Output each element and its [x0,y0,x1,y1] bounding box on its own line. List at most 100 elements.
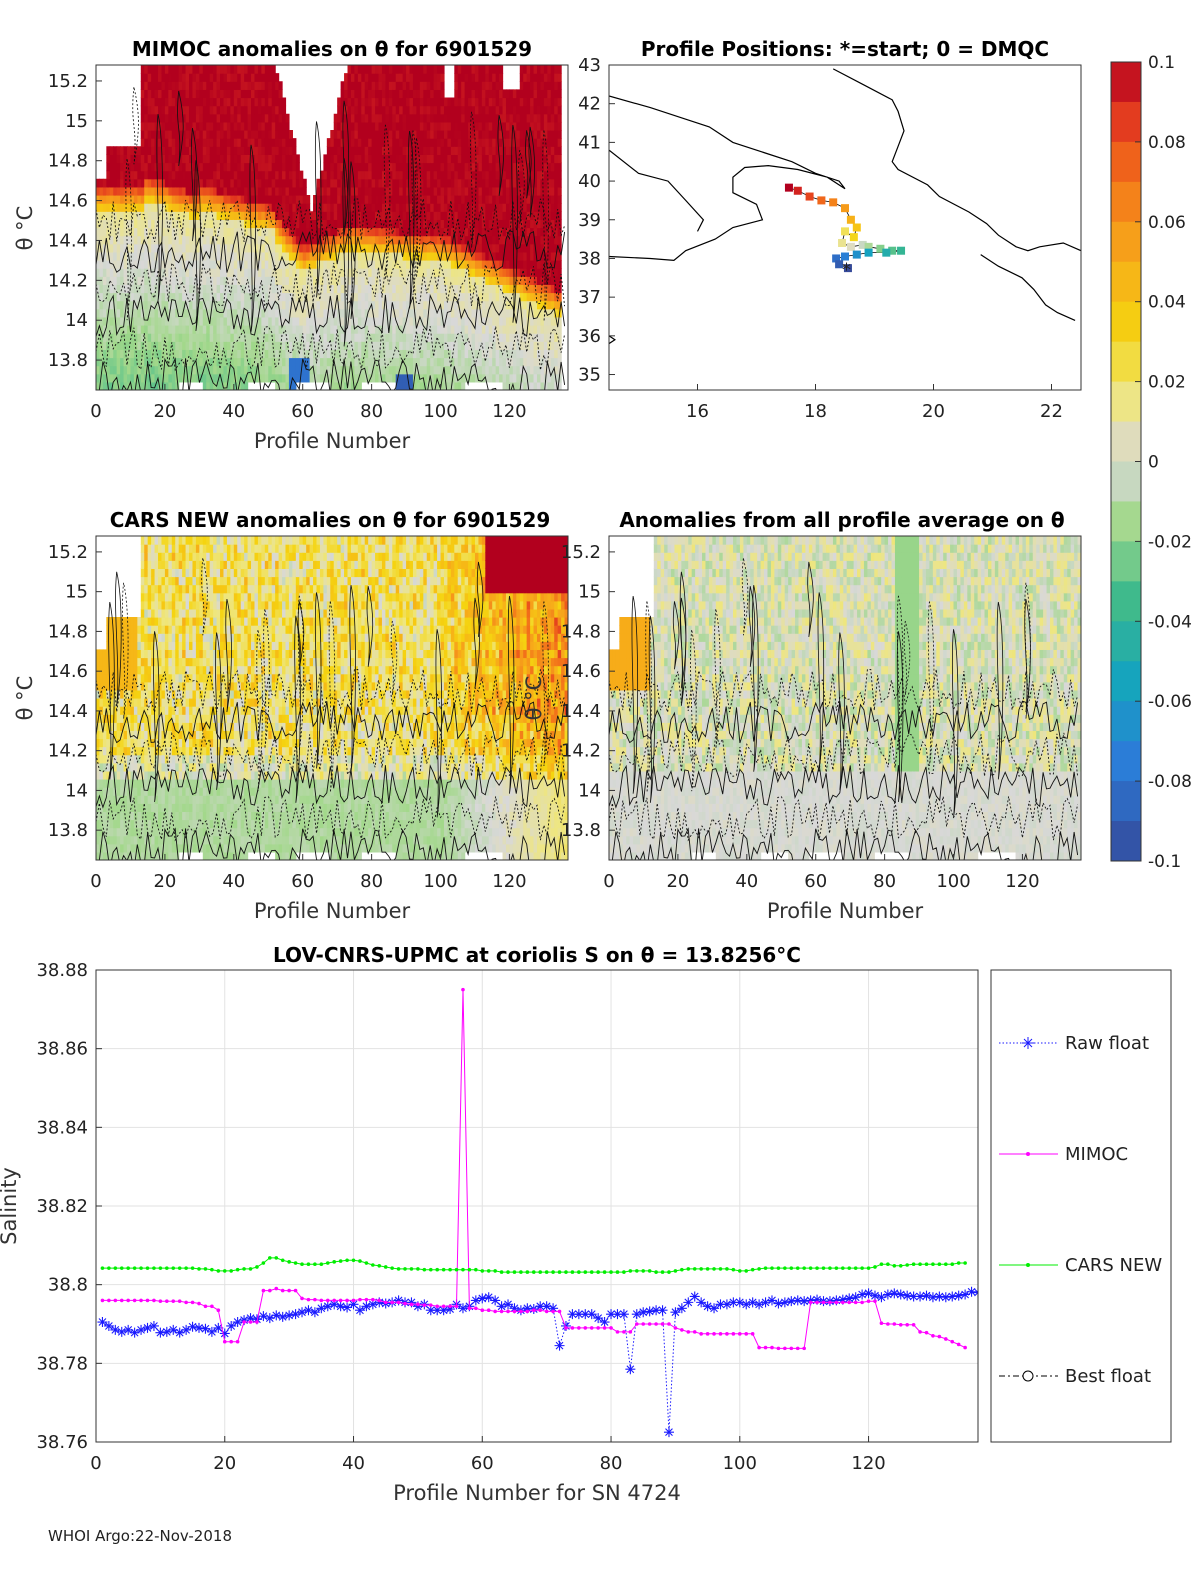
heatmap-cell [195,219,200,229]
heatmap-cell [247,105,252,115]
heatmap-cell [485,373,490,383]
heatmap-cell [154,341,159,350]
heatmap-cell [354,316,359,326]
heatmap-cell [368,227,373,237]
heatmap-cell [464,227,469,237]
heatmap-cell [257,260,262,269]
heatmap-cell [192,268,197,277]
heatmap-cell [158,130,163,139]
heatmap-cell [99,373,104,383]
heatmap-cell [554,195,559,204]
heatmap-cell [106,211,111,220]
heatmap-cell [471,300,476,310]
heatmap-cell [557,130,562,139]
heatmap-cell [237,186,242,196]
heatmap-cell [375,300,380,310]
heatmap-cell [254,308,259,318]
heatmap-cell [330,308,335,318]
heatmap-cell [299,178,304,188]
heatmap-cell [399,81,404,90]
heatmap-cell [220,65,225,74]
heatmap-cell [275,292,280,302]
heatmap-cell [392,130,397,139]
heatmap-cell [499,73,504,82]
heatmap-cell [505,268,511,277]
heatmap-cell [505,170,511,180]
heatmap-cell [333,138,338,147]
heatmap-cell [130,300,135,310]
heatmap-cell [350,178,355,188]
heatmap-cell [226,349,231,359]
heatmap-cell [337,365,342,375]
heatmap-cell [523,357,528,367]
heatmap-cell [395,130,400,139]
heatmap-cell [220,146,225,155]
heatmap-cell [133,170,138,180]
heatmap-cell [261,89,266,99]
heatmap-cell [185,365,190,375]
heatmap-cell [223,243,228,253]
heatmap-cell [271,219,276,229]
heatmap-cell [313,203,318,212]
heatmap-cell [430,178,435,188]
heatmap-cell [502,211,507,220]
heatmap-cell [468,316,473,326]
heatmap-cell [220,138,225,147]
heatmap-cell [447,195,452,204]
heatmap-cell [488,325,493,334]
heatmap-cell [182,292,187,302]
heatmap-cell [412,178,418,188]
heatmap-cell [395,268,400,277]
heatmap-cell [275,325,280,334]
heatmap-cell [268,121,273,131]
heatmap-cell [330,162,335,172]
heatmap-cell [275,268,280,277]
heatmap-cell [285,341,290,350]
heatmap-cell [392,105,397,115]
heatmap-cell [509,154,514,164]
heatmap-cell [340,235,345,245]
heatmap-cell [147,195,152,204]
heatmap-cell [468,333,473,342]
heatmap-cell [495,260,500,269]
heatmap-cell [164,73,169,82]
heatmap-cell [295,284,300,294]
heatmap-cell [213,284,218,294]
heatmap-cell [478,357,483,367]
heatmap-cell [133,195,138,204]
heatmap-cell [502,308,507,318]
heatmap-cell [437,105,442,115]
heatmap-cell [223,219,228,229]
heatmap-cell [509,276,514,285]
heatmap-cell [540,243,545,253]
heatmap-cell [154,81,159,90]
heatmap-cell [368,325,373,334]
heatmap-cell [523,121,528,131]
heatmap-cell [512,186,517,196]
heatmap-cell [313,235,318,245]
heatmap-cell [485,260,490,269]
heatmap-cell [399,284,404,294]
heatmap-cell [443,195,449,204]
heatmap-cell [133,243,138,253]
heatmap-cell [185,130,190,139]
heatmap-cell [209,178,214,188]
heatmap-cell [182,146,187,155]
heatmap-cell [388,235,393,245]
heatmap-cell [437,243,442,253]
heatmap-cell [530,203,535,212]
heatmap-cell [381,349,387,359]
heatmap-cell [292,316,297,326]
heatmap-cell [392,97,397,107]
heatmap-cell [364,178,369,188]
heatmap-cell [364,325,369,334]
heatmap-cell [137,268,142,277]
heatmap-cell [140,138,145,147]
heatmap-cell [175,284,180,294]
heatmap-cell [151,243,156,253]
heatmap-cell [502,227,507,237]
heatmap-cell [471,195,476,204]
heatmap-cell [406,178,411,188]
heatmap-cell [213,81,218,90]
heatmap-cell [364,211,369,220]
